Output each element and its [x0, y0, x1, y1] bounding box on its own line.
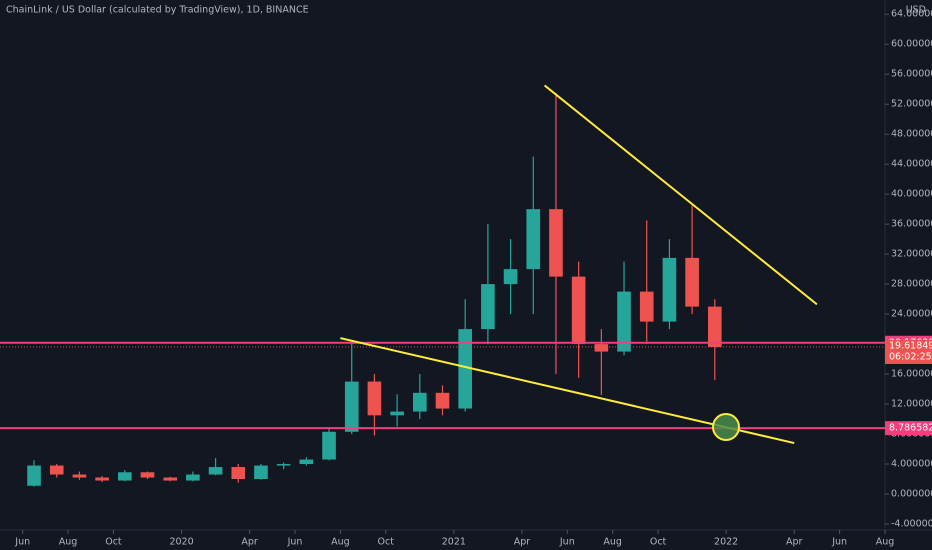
candle-body: [299, 459, 314, 465]
y-tick-label: 48.0000000: [891, 129, 932, 140]
candle-body: [95, 477, 109, 481]
x-tick-label: Jun: [287, 537, 303, 548]
x-tick-label: Apr: [786, 537, 803, 548]
y-tick-label: 16.0000000: [891, 369, 932, 380]
y-tick-label: 56.0000000: [891, 69, 932, 80]
x-tick-label: Aug: [603, 537, 622, 548]
trend-line: [543, 84, 818, 306]
x-tick-label: Oct: [105, 537, 122, 548]
y-tick-label: -4.0000000: [891, 519, 932, 530]
candle-body: [594, 344, 609, 352]
candle-body: [413, 392, 427, 412]
y-tick-label: 44.0000000: [891, 159, 932, 170]
x-tick-label: 2022: [714, 537, 738, 548]
candle-body: [708, 306, 722, 348]
currency-label: USD: [906, 5, 926, 16]
candle-body: [208, 467, 223, 475]
candle-body: [322, 431, 336, 460]
y-tick-label: 0.0000000: [891, 489, 932, 500]
candle-body: [685, 257, 699, 307]
candle-body: [231, 467, 246, 480]
x-tick-label: 2020: [169, 537, 193, 548]
candle-body: [254, 465, 268, 480]
y-tick-label: 36.0000000: [891, 219, 932, 230]
candle-body: [344, 381, 359, 432]
candle-body: [549, 209, 563, 277]
price-line-label: 8.7865820: [889, 423, 932, 434]
candle-body: [526, 209, 541, 270]
countdown-label: 06:02:25: [889, 351, 932, 362]
candle-body: [27, 465, 41, 486]
y-tick-label: 28.0000000: [891, 279, 932, 290]
candle-body: [163, 477, 177, 481]
x-tick-label: 2021: [442, 537, 466, 548]
candle-body: [186, 474, 200, 481]
x-tick-label: Aug: [59, 537, 78, 548]
candle-body: [662, 257, 677, 322]
y-tick-label: 40.0000000: [891, 189, 932, 200]
candle-body: [435, 392, 450, 409]
plot: [0, 84, 885, 487]
candle-body: [118, 472, 132, 481]
candle-body: [367, 381, 382, 416]
candle-body: [140, 472, 155, 478]
intersection-marker: [712, 413, 740, 441]
x-tick-label: Apr: [514, 537, 531, 548]
x-tick-label: Aug: [331, 537, 350, 548]
y-tick-label: 24.0000000: [891, 309, 932, 320]
y-tick-label: 64.0000000: [891, 9, 932, 20]
candle-body: [458, 329, 472, 409]
candle-body: [49, 465, 64, 475]
y-tick-label: 4.0000000: [891, 459, 932, 470]
candle-body: [571, 276, 586, 345]
x-tick-label: Jun: [14, 537, 30, 548]
candle-body: [276, 464, 291, 466]
y-tick-label: 60.0000000: [891, 39, 932, 50]
x-tick-label: Jun: [559, 537, 575, 548]
y-tick-label: 32.0000000: [891, 249, 932, 260]
candle-body: [503, 269, 518, 285]
x-tick-label: Jun: [831, 537, 847, 548]
last-price-label-bg: [885, 339, 932, 364]
candle-body: [639, 291, 654, 322]
x-tick-label: Apr: [241, 537, 258, 548]
chart-title: ChainLink / US Dollar (calculated by Tra…: [6, 5, 309, 16]
y-tick-label: 12.0000000: [891, 399, 932, 410]
y-tick-label: 52.0000000: [891, 99, 932, 110]
candle-body: [481, 284, 495, 330]
x-tick-label: Aug: [876, 537, 895, 548]
x-tick-label: Oct: [650, 537, 667, 548]
candle-body: [72, 474, 87, 478]
price-line-label-bg: [885, 421, 932, 436]
candle-body: [390, 411, 404, 416]
candle-body: [617, 291, 631, 352]
x-tick-label: Oct: [378, 537, 395, 548]
last-price-label: 19.6184940: [889, 340, 932, 351]
